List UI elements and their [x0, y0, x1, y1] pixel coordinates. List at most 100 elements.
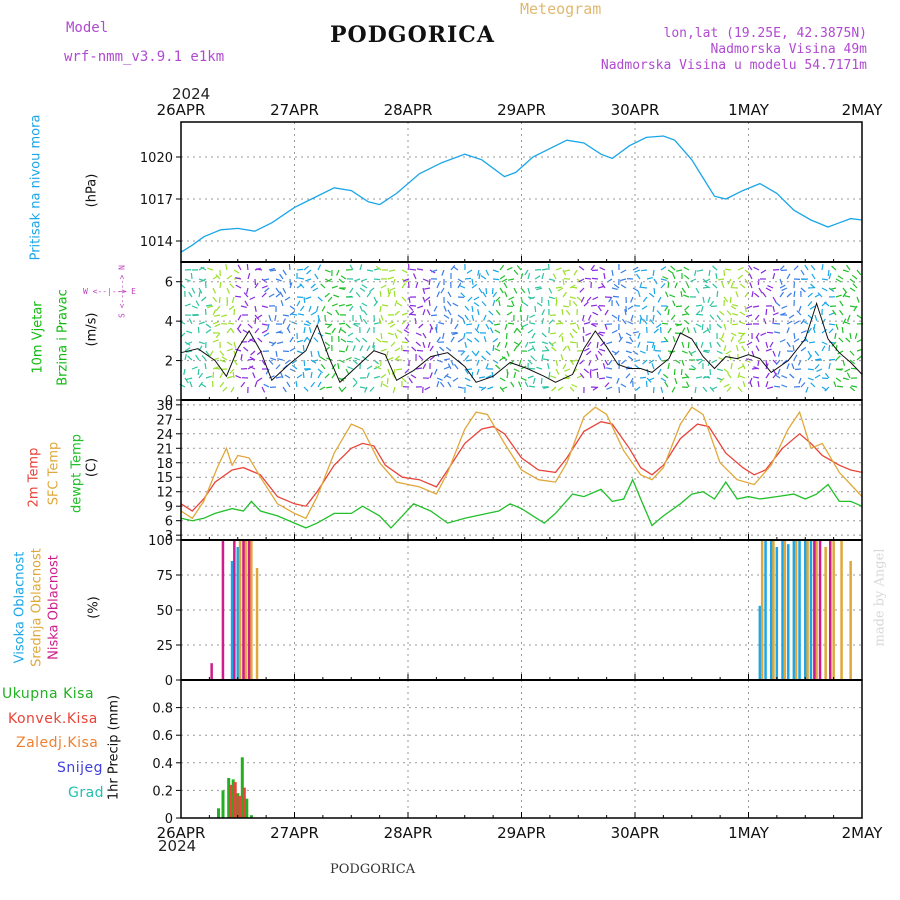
wind-arrow: [839, 300, 844, 307]
wind-arrow: [305, 278, 312, 282]
precipitation-frame: [180, 679, 863, 819]
wind-arrow: [814, 364, 820, 370]
wind-arrow: [198, 287, 203, 294]
wind-arrow: [401, 341, 409, 344]
wind-arrow: [485, 350, 491, 356]
wind-arrow: [821, 341, 828, 346]
x-tick-label-top: 28APR: [384, 101, 433, 119]
cloud-bar: [247, 540, 251, 680]
temperature-ytick-label: 24: [156, 428, 173, 443]
wind-arrow: [315, 305, 319, 312]
wind-arrow: [305, 296, 312, 300]
wind-arrow: [184, 347, 191, 352]
wind-arrow: [477, 269, 480, 276]
wind-arrow: [660, 278, 667, 281]
wind-arrow: [310, 381, 316, 388]
wind-arrow: [695, 304, 703, 307]
wind-arrow: [516, 265, 522, 271]
cloud-bar: [233, 540, 236, 680]
model-value: wrf-nmm_v3.9.1 e1km: [64, 49, 225, 65]
cloud-ytick-label: 0: [165, 674, 173, 689]
wind-arrow: [499, 275, 506, 280]
wind-arrow: [331, 363, 337, 370]
wind-arrow: [786, 363, 790, 370]
wind-arrow: [185, 350, 193, 353]
wind-arrow: [249, 365, 256, 370]
wind-arrow: [824, 372, 830, 379]
wind-arrow: [735, 345, 739, 352]
x-tick-label-top: 29APR: [497, 101, 546, 119]
wind-arrow: [660, 377, 667, 382]
wind-arrow: [779, 265, 785, 271]
wind-arrow: [744, 269, 751, 275]
wind-arrow: [672, 300, 676, 307]
wind-arrow: [436, 381, 440, 388]
wind-arrow: [415, 282, 419, 289]
wind-arrow: [417, 305, 424, 309]
wind-arrow: [463, 332, 466, 339]
wind-arrow: [274, 314, 277, 322]
wind-arrow: [447, 309, 452, 316]
wind-arrow: [466, 323, 473, 326]
wind-arrow: [709, 314, 715, 320]
wind-arrow: [781, 375, 788, 379]
wind-arrow: [268, 375, 275, 379]
wind-arrow: [436, 336, 441, 343]
wind-arrow: [422, 296, 426, 303]
wind-arrow: [495, 309, 501, 316]
wind-arrow: [827, 269, 830, 276]
wind-arrow: [499, 264, 505, 271]
wind-arrow: [620, 278, 627, 282]
wind-arrow: [349, 264, 354, 271]
wind-arrow: [578, 265, 585, 271]
precipitation-ytick-label: 0: [165, 812, 173, 827]
cloud-bar: [815, 540, 818, 680]
wind-arrow: [373, 296, 378, 303]
wind-arrow: [387, 368, 391, 375]
wind-arrow: [757, 380, 760, 388]
wind-arrow: [247, 338, 254, 343]
wind-arrow: [571, 383, 578, 388]
wind-arrow: [226, 341, 233, 346]
wind-arrow: [520, 377, 527, 381]
wind-arrow: [730, 282, 734, 289]
wind-arrow: [835, 294, 842, 298]
wind-arrow: [636, 273, 641, 280]
x-tick-label-top: 1MAY: [728, 101, 770, 119]
wind-arrow: [627, 320, 634, 325]
wind-arrow: [212, 339, 219, 343]
meteogram-label: Meteogram: [520, 0, 602, 18]
wind-arrow: [779, 312, 786, 316]
wind-arrow: [379, 305, 382, 313]
temperature-ytick-label: 15: [156, 471, 173, 486]
x-tick-label-top: 27APR: [270, 101, 319, 119]
wind-arrow: [245, 287, 249, 294]
wind-arrow: [753, 266, 760, 271]
wind-arrow: [235, 348, 242, 352]
wind-arrow: [688, 368, 696, 371]
wind-arrow: [317, 372, 322, 379]
wind-arrow: [324, 373, 330, 379]
wind-arrow: [474, 328, 480, 334]
wind-arrow: [513, 345, 518, 352]
wind-arrow: [286, 327, 291, 334]
wind-arrow: [310, 371, 313, 379]
wind-arrow: [191, 287, 196, 294]
wind-arrow: [246, 263, 249, 271]
wind-arrow: [364, 386, 368, 393]
wind-arrow: [445, 374, 452, 379]
wind-arrow: [849, 305, 857, 308]
wind-arrow: [411, 346, 417, 352]
wind-arrow: [275, 376, 283, 379]
wind-arrow: [478, 287, 483, 294]
wind-arrow: [765, 359, 768, 366]
wind-arrow: [536, 287, 543, 291]
wind-arrow: [207, 267, 214, 271]
wind-arrow: [748, 273, 753, 280]
wind-arrow: [821, 278, 828, 281]
wind-arrow: [380, 332, 383, 339]
wind-arrow: [271, 341, 277, 347]
wind-arrow: [809, 305, 816, 310]
wind-arrow: [725, 268, 732, 271]
wind-arrow: [436, 377, 443, 381]
